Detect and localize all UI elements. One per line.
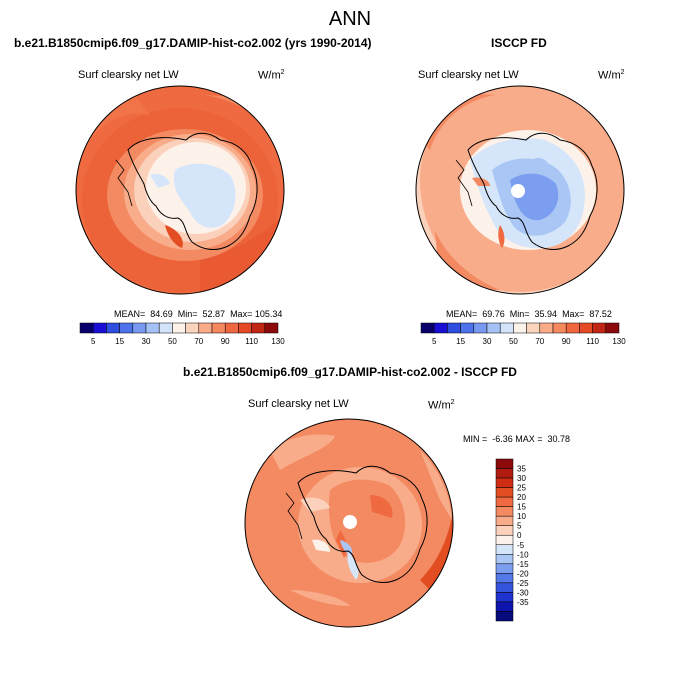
colorbar-cell [539, 322, 554, 334]
colorbar-tick-label: 30 [483, 337, 492, 346]
colorbar-cell [495, 544, 514, 555]
colorbar-cell [605, 322, 620, 334]
colorbar-tick-label: 35 [517, 465, 526, 474]
colorbar-tick-label: 5 [517, 522, 522, 531]
page-title: ANN [328, 8, 372, 30]
colorbar-cell [495, 496, 514, 507]
colorbar-cell [447, 322, 461, 334]
right-variable-label: Surf clearsky net LW [418, 69, 519, 81]
colorbar-cell [224, 322, 239, 334]
colorbar-tick-label: 20 [517, 493, 526, 502]
left-map [75, 85, 285, 295]
colorbar-cell [495, 534, 514, 546]
colorbar-tick-label: 5 [432, 337, 437, 346]
colorbar-cell [495, 487, 514, 498]
colorbar-cell [513, 322, 527, 334]
colorbar-cell [238, 322, 252, 334]
colorbar-tick-label: 30 [517, 474, 526, 483]
colorbar-cell [499, 322, 514, 334]
colorbar-tick-label: 90 [221, 337, 230, 346]
colorbar-cell [473, 322, 488, 334]
colorbar-tick-label: -20 [517, 569, 529, 578]
right-units-label: W/m2 [598, 69, 625, 82]
colorbar-cell [251, 322, 266, 334]
colorbar-cell [495, 582, 514, 593]
colorbar-tick-label: 15 [517, 503, 526, 512]
colorbar-tick-label: 70 [194, 337, 203, 346]
colorbar-cell [486, 322, 501, 334]
colorbar-tick-label: 50 [168, 337, 177, 346]
colorbar-tick-label: 15 [115, 337, 124, 346]
colorbar-cell [420, 322, 435, 334]
colorbar-cell [495, 468, 514, 479]
bottom-stats-label: MIN = -6.36 MAX = 30.78 [463, 434, 571, 444]
left-units-label: W/m2 [258, 69, 285, 82]
colorbar-cell [495, 515, 514, 526]
colorbar-tick-label: 30 [142, 337, 151, 346]
right-stats-label: MEAN= 69.76 Min= 35.94 Max= 87.52 [446, 309, 612, 319]
colorbar-cell [460, 322, 475, 334]
bottom-units-label: W/m2 [428, 399, 455, 412]
colorbar-cell [495, 506, 514, 517]
colorbar-tick-label: 130 [612, 337, 626, 346]
colorbar-cell [158, 322, 173, 334]
colorbar-cell [495, 458, 514, 469]
colorbar-cell [264, 322, 279, 334]
colorbar-tick-label: 25 [517, 484, 526, 493]
left-panel-header: b.e21.B1850cmip6.f09_g17.DAMIP-hist-co2.… [14, 36, 372, 50]
colorbar-tick-label: 5 [91, 337, 96, 346]
right-colorbar: 5 15 30 50 70 90 110 130 [420, 322, 626, 346]
colorbar-cell [579, 322, 593, 334]
colorbar-tick-label: -35 [517, 598, 529, 607]
colorbar-tick-label: 130 [271, 337, 285, 346]
bottom-map [244, 418, 454, 628]
colorbar-tick-label: 110 [586, 337, 599, 346]
colorbar-cell [526, 322, 541, 334]
colorbar-cell [119, 322, 134, 334]
colorbar-tick-label: 50 [509, 337, 518, 346]
left-stats-label: MEAN= 84.69 Min= 52.87 Max= 105.34 [114, 309, 283, 319]
colorbar-cell [495, 601, 514, 612]
colorbar-tick-label: 110 [245, 337, 258, 346]
colorbar-cell [495, 573, 514, 584]
colorbar-cell [552, 322, 567, 334]
colorbar-tick-label: 90 [562, 337, 571, 346]
colorbar-cell [495, 477, 514, 488]
colorbar-tick-label: -5 [517, 541, 525, 550]
colorbar-tick-label: 0 [517, 531, 522, 540]
colorbar-cell [145, 322, 160, 334]
colorbar-cell [198, 322, 213, 334]
colorbar-cell [185, 322, 200, 334]
right-panel-header: ISCCP FD [491, 36, 547, 50]
colorbar-cell [211, 322, 226, 334]
bottom-variable-label: Surf clearsky net LW [248, 398, 349, 410]
colorbar-cell [132, 322, 147, 334]
colorbar-cell [495, 525, 514, 536]
colorbar-cell [495, 592, 514, 603]
colorbar-cell [495, 554, 514, 565]
colorbar-tick-label: -30 [517, 588, 529, 597]
colorbar-cell [495, 563, 514, 574]
colorbar-cell [106, 322, 120, 334]
colorbar-tick-label: 10 [517, 512, 526, 521]
left-variable-label: Surf clearsky net LW [78, 69, 179, 81]
colorbar-cell [92, 322, 107, 334]
colorbar-cell [565, 322, 580, 334]
colorbar-cell [592, 322, 607, 334]
colorbar-cell [79, 322, 94, 334]
colorbar-cell [495, 611, 514, 622]
colorbar-tick-label: -10 [517, 550, 529, 559]
colorbar-tick-label: -15 [517, 560, 529, 569]
colorbar-tick-label: 70 [535, 337, 544, 346]
colorbar-cell [433, 322, 448, 334]
colorbar-tick-label: -25 [517, 579, 529, 588]
bottom-panel-header: b.e21.B1850cmip6.f09_g17.DAMIP-hist-co2.… [183, 365, 517, 379]
left-colorbar: 5 15 30 50 70 90 110 130 [79, 322, 285, 346]
colorbar-cell [172, 322, 186, 334]
colorbar-tick-label: 15 [456, 337, 465, 346]
right-map [415, 85, 625, 295]
